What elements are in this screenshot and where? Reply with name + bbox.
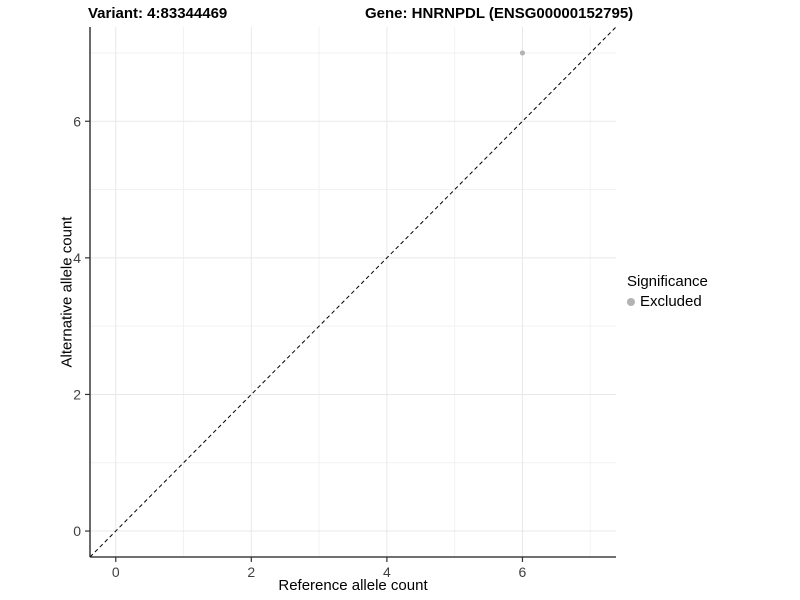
- legend-title: Significance: [627, 273, 708, 290]
- y-tick-label: 0: [73, 523, 81, 539]
- x-tick-label: 4: [383, 564, 391, 580]
- x-tick-label: 6: [519, 564, 527, 580]
- identity-dashed-line: [89, 26, 617, 558]
- legend: Significance Excluded: [627, 273, 708, 310]
- y-tick-label: 2: [73, 386, 81, 402]
- variant-title: Variant: 4:83344469: [88, 5, 228, 22]
- x-tick-label: 0: [112, 564, 120, 580]
- x-tick-label: 2: [247, 564, 255, 580]
- legend-item-excluded: Excluded: [627, 293, 708, 310]
- y-tick-label: 4: [73, 250, 81, 266]
- y-tick-label: 6: [73, 113, 81, 129]
- y-axis-title: Alternative allele count: [58, 216, 76, 368]
- excluded-point-swatch: [627, 297, 635, 306]
- x-axis-title: Reference allele count: [278, 577, 428, 594]
- data-point-excluded: [519, 50, 526, 56]
- gene-title: Gene: HNRNPDL (ENSG00000152795): [365, 5, 634, 22]
- legend-item-label: Excluded: [640, 293, 702, 310]
